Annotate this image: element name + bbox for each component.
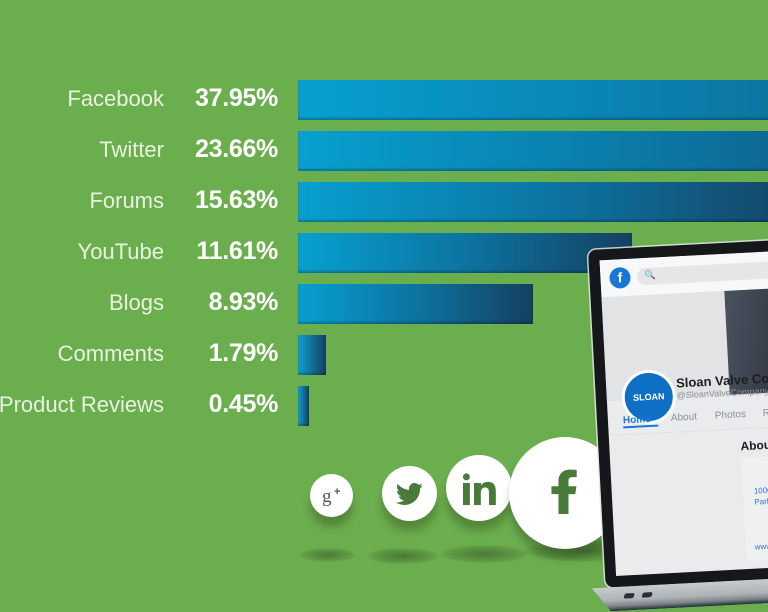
svg-text:g: g (322, 486, 332, 507)
svg-text:+: + (334, 486, 340, 498)
